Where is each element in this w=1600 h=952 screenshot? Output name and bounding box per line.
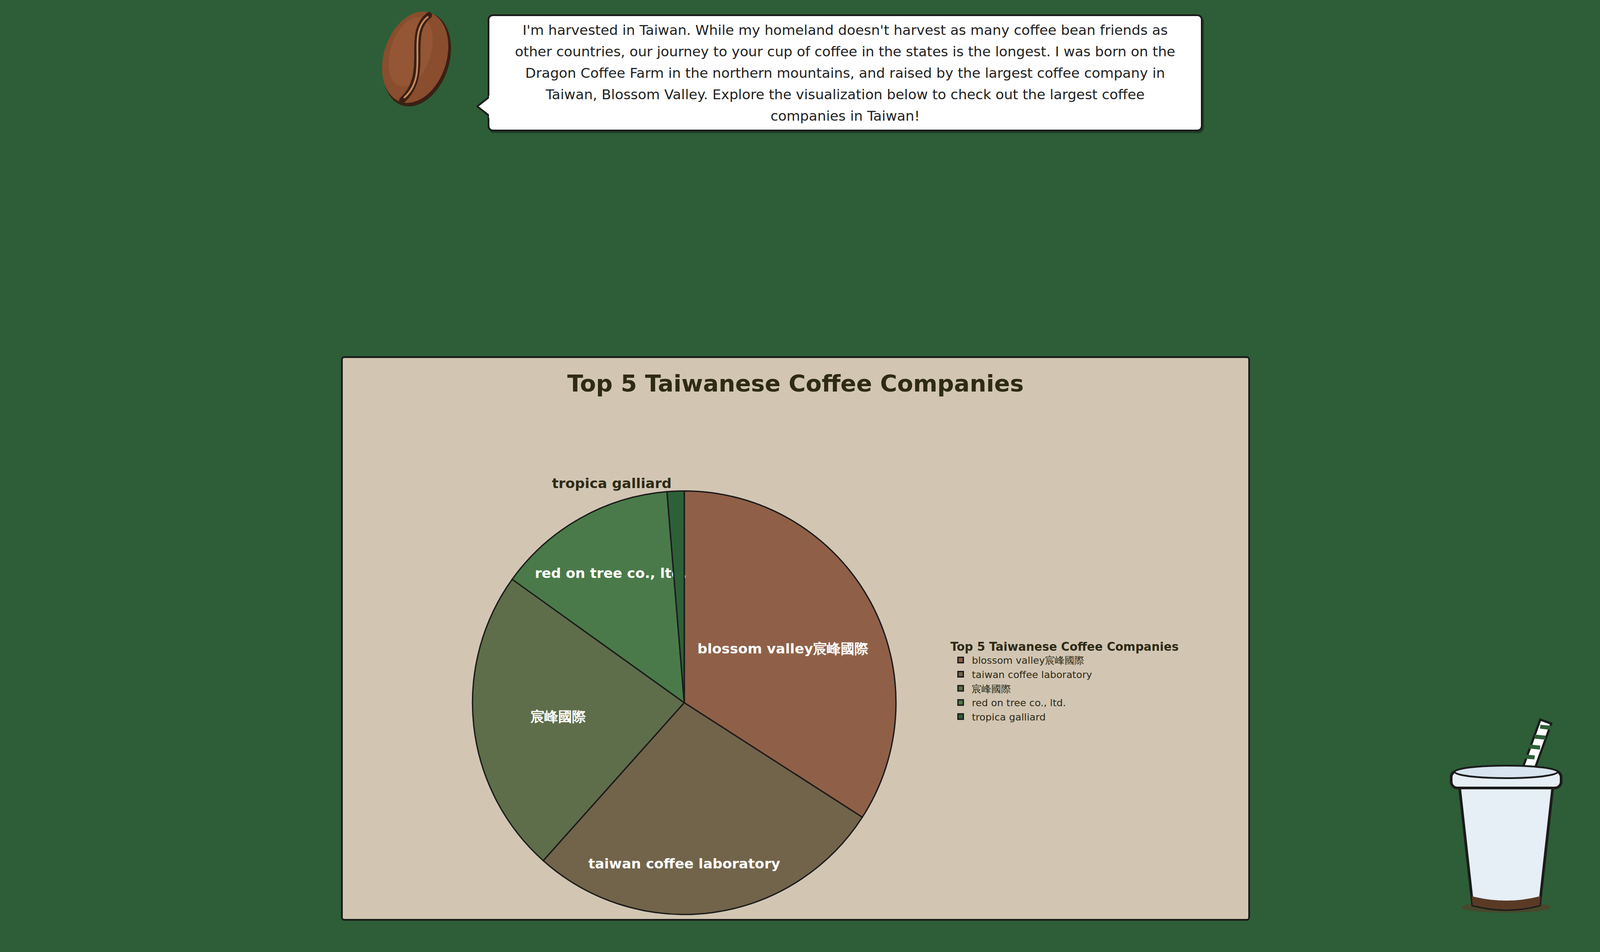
svg-text:red on tree co., ltd.: red on tree co., ltd.	[534, 564, 687, 582]
svg-text:tropica galliard: tropica galliard	[971, 711, 1046, 723]
svg-text:tropica galliard: tropica galliard	[551, 475, 672, 492]
svg-text:宸峰國際: 宸峰國際	[971, 683, 1011, 695]
svg-text:blossom valley宸峰國際: blossom valley宸峰國際	[697, 640, 869, 657]
html-text:I'm harvested in Taiwan. While: I'm harvested in Taiwan. While my homela…	[514, 21, 1176, 124]
svg-text:blossom valley宸峰國際: blossom valley宸峰國際	[971, 654, 1085, 666]
svg-text:Top 5 Taiwanese Coffee Compani: Top 5 Taiwanese Coffee Companies	[567, 370, 1024, 397]
svg-text:Top 5 Taiwanese Coffee Compani: Top 5 Taiwanese Coffee Companies	[950, 640, 1179, 654]
svg-text:red on tree co., ltd.: red on tree co., ltd.	[971, 697, 1066, 709]
svg-text:taiwan coffee laboratory: taiwan coffee laboratory	[971, 669, 1092, 681]
svg-text:taiwan coffee laboratory: taiwan coffee laboratory	[588, 855, 780, 872]
svg-text:宸峰國際: 宸峰國際	[530, 708, 587, 725]
